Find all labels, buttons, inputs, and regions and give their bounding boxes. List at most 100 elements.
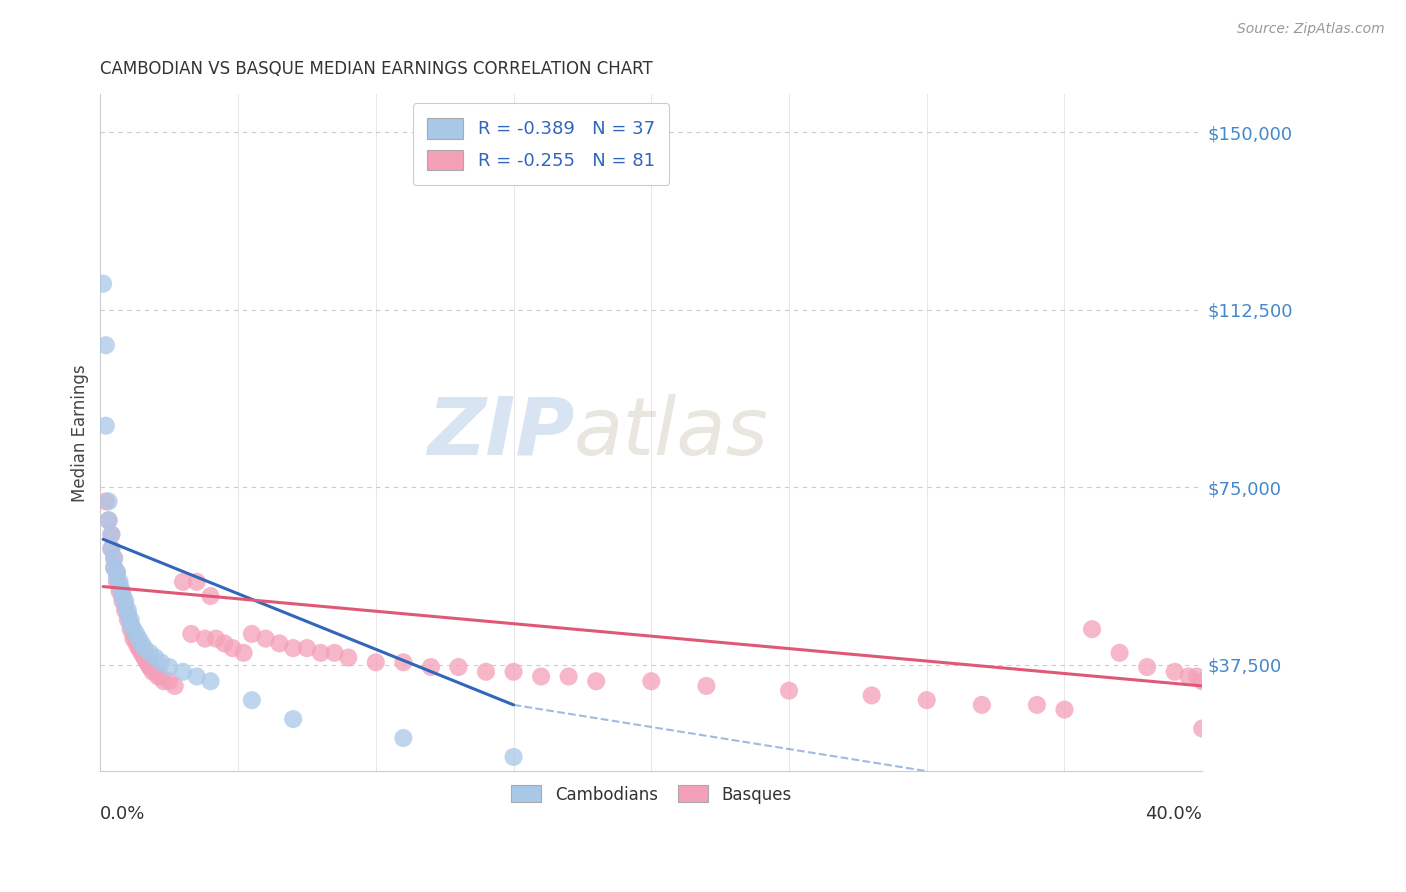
Point (103, 551, 125, 566)
Point (1108, 646, 1130, 660)
Point (640, 674, 662, 689)
Point (105, 570, 128, 584)
Point (117, 607, 139, 622)
Text: Source: ZipAtlas.com: Source: ZipAtlas.com (1237, 22, 1385, 37)
Point (1191, 674, 1213, 689)
Point (117, 613, 139, 627)
Legend: Cambodians, Basques: Cambodians, Basques (505, 779, 799, 810)
Point (100, 541, 122, 556)
Point (139, 646, 162, 660)
Point (364, 655, 387, 669)
Point (139, 660, 162, 674)
Point (1163, 665, 1185, 679)
Point (94, 494, 117, 508)
Point (283, 712, 305, 726)
Point (221, 641, 243, 656)
Text: atlas: atlas (574, 393, 769, 472)
Point (205, 632, 228, 646)
Point (970, 698, 993, 712)
Point (232, 646, 254, 660)
Point (254, 632, 277, 646)
Point (131, 646, 153, 660)
Point (502, 665, 524, 679)
Text: 0.0%: 0.0% (100, 805, 146, 823)
Point (114, 599, 136, 613)
Point (122, 622, 145, 636)
Y-axis label: Median Earnings: Median Earnings (72, 364, 89, 501)
Point (120, 613, 142, 627)
Point (1053, 703, 1076, 717)
Point (131, 646, 153, 660)
Point (186, 669, 208, 683)
Point (120, 617, 142, 632)
Point (337, 650, 360, 665)
Point (145, 650, 167, 665)
Point (108, 574, 131, 589)
Point (122, 632, 145, 646)
Point (180, 627, 202, 641)
Point (103, 560, 125, 574)
Point (103, 551, 125, 566)
Point (149, 655, 172, 669)
Point (125, 627, 148, 641)
Point (128, 641, 150, 656)
Point (128, 632, 150, 646)
Point (240, 693, 263, 707)
Point (105, 566, 128, 580)
Point (111, 584, 134, 599)
Point (214, 636, 236, 650)
Point (194, 632, 217, 646)
Point (1136, 660, 1159, 674)
Point (108, 580, 131, 594)
Point (915, 693, 938, 707)
Point (91, 277, 114, 291)
Point (145, 665, 167, 679)
Point (114, 594, 136, 608)
Point (157, 674, 180, 689)
Point (1026, 698, 1049, 712)
Point (585, 674, 607, 689)
Point (108, 580, 131, 594)
Point (1177, 669, 1199, 683)
Point (111, 594, 134, 608)
Point (323, 646, 346, 660)
Point (111, 589, 134, 603)
Point (134, 641, 156, 656)
Text: 40.0%: 40.0% (1146, 805, 1202, 823)
Point (186, 574, 208, 589)
Point (200, 674, 222, 689)
Point (392, 655, 415, 669)
Point (157, 660, 180, 674)
Text: ZIP: ZIP (427, 393, 574, 472)
Point (134, 650, 156, 665)
Point (125, 632, 148, 646)
Point (1185, 669, 1208, 683)
Point (120, 617, 142, 632)
Point (695, 679, 717, 693)
Point (502, 750, 524, 764)
Point (392, 731, 415, 745)
Point (117, 607, 139, 622)
Point (283, 641, 305, 656)
Point (117, 603, 139, 617)
Point (1191, 722, 1213, 736)
Point (114, 599, 136, 613)
Point (136, 655, 159, 669)
Point (163, 679, 186, 693)
Text: CAMBODIAN VS BASQUE MEDIAN EARNINGS CORRELATION CHART: CAMBODIAN VS BASQUE MEDIAN EARNINGS CORR… (100, 60, 654, 78)
Point (105, 574, 128, 589)
Point (309, 646, 332, 660)
Point (114, 603, 136, 617)
Point (1081, 622, 1104, 636)
Point (148, 669, 170, 683)
Point (108, 584, 131, 599)
Point (172, 665, 194, 679)
Point (105, 566, 128, 580)
Point (97, 513, 120, 527)
Point (475, 665, 498, 679)
Point (200, 589, 222, 603)
Point (97, 494, 120, 508)
Point (103, 560, 125, 574)
Point (778, 683, 800, 698)
Point (172, 574, 194, 589)
